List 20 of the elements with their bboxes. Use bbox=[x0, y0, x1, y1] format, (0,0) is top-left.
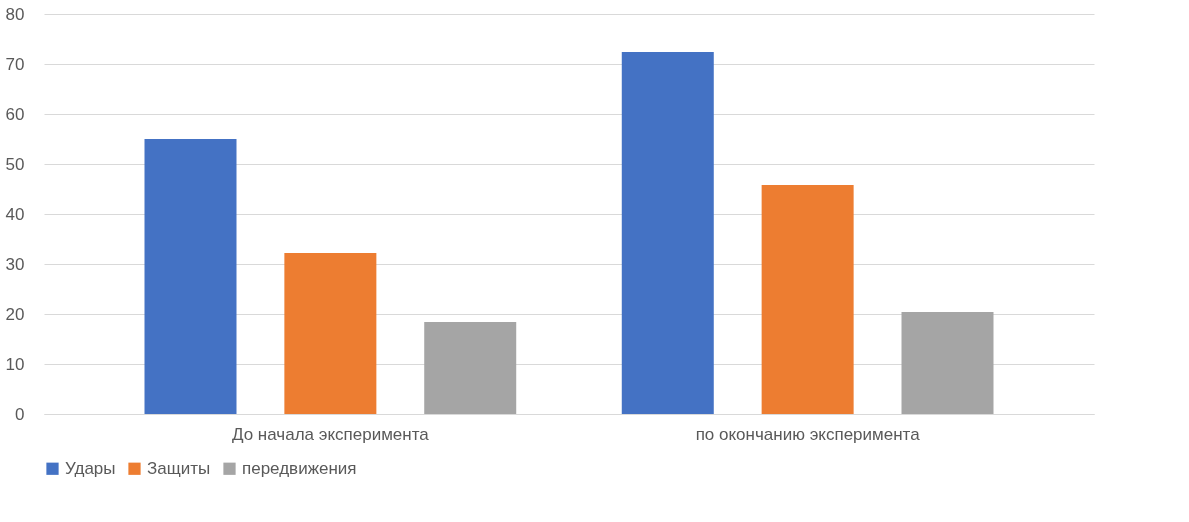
y-tick-label: 60 bbox=[5, 104, 25, 124]
y-tick-label: 40 bbox=[5, 204, 25, 224]
legend-label: Защиты bbox=[147, 458, 211, 478]
y-tick-label: 10 bbox=[5, 354, 25, 374]
y-tick-label: 50 bbox=[5, 154, 25, 174]
x-tick-label: До начала эксперимента bbox=[231, 424, 430, 444]
bar bbox=[761, 185, 854, 414]
bar bbox=[424, 322, 517, 414]
x-tick-label: по окончанию эксперимента bbox=[695, 424, 921, 444]
bar bbox=[901, 312, 994, 414]
y-tick-label: 70 bbox=[5, 54, 25, 74]
bar bbox=[621, 52, 714, 414]
bar bbox=[144, 139, 237, 414]
y-tick-label: 80 bbox=[5, 4, 25, 24]
y-tick-label: 30 bbox=[5, 254, 25, 274]
legend-label: Удары bbox=[65, 458, 116, 478]
y-tick-label: 0 bbox=[15, 404, 25, 424]
bar bbox=[284, 253, 377, 414]
legend-label: передвижения bbox=[242, 458, 357, 478]
y-tick-label: 20 bbox=[5, 304, 25, 324]
